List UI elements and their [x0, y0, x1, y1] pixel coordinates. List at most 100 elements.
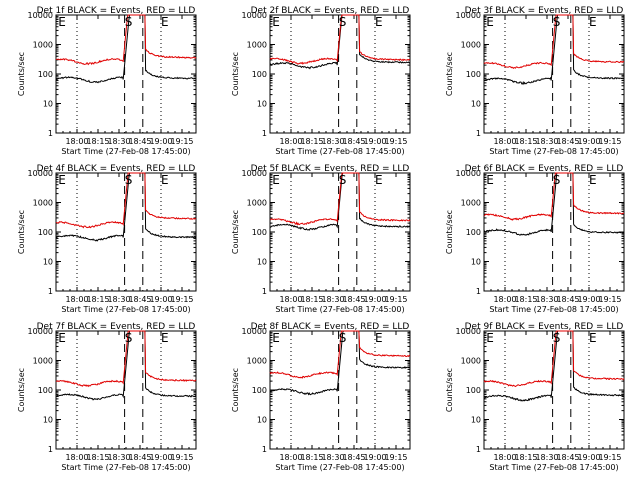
event-marker-label: E — [58, 15, 66, 29]
y-tick-label: 1 — [262, 287, 267, 296]
panel-det-5: Det 5f BLACK = Events, RED = LLD 1 10 100 10… — [231, 164, 411, 314]
x-axis-label: Start Time (27-Feb-08 17:45:00) — [275, 305, 404, 314]
y-tick-label: 1 — [262, 445, 267, 454]
x-tick-label: 18:30 — [535, 295, 558, 304]
panel-det-9: Det 9f BLACK = Events, RED = LLD 1 10 100 10… — [445, 322, 625, 472]
x-tick-label: 18:45 — [128, 453, 151, 462]
y-tick-label: 100 — [38, 386, 53, 395]
event-marker-label: S — [553, 15, 561, 29]
event-marker-label: E — [589, 331, 597, 345]
x-tick-label: 18:00 — [65, 295, 88, 304]
event-marker-label: E — [272, 15, 280, 29]
x-tick-label: 19:15 — [598, 295, 621, 304]
x-tick-label: 18:45 — [342, 295, 365, 304]
y-tick-label: 10 — [471, 258, 481, 267]
y-axis-label: Counts/sec — [17, 368, 26, 412]
x-tick-label: 18:15 — [300, 295, 323, 304]
y-tick-label: 10000 — [28, 11, 53, 20]
event-marker-label: E — [272, 331, 280, 345]
x-tick-label: 18:30 — [107, 295, 130, 304]
panel-det-7: Det 7f BLACK = Events, RED = LLD 1 10 100 10… — [17, 322, 197, 472]
y-tick-label: 10000 — [242, 169, 267, 178]
x-tick-label: 18:45 — [128, 137, 151, 146]
y-tick-label: 1 — [476, 445, 481, 454]
y-tick-label: 10 — [257, 258, 267, 267]
y-tick-label: 1 — [262, 129, 267, 138]
event-marker-label: E — [58, 173, 66, 187]
x-tick-label: 18:15 — [300, 453, 323, 462]
events-series-line — [55, 330, 197, 401]
event-marker-label: S — [125, 15, 133, 29]
y-tick-label: 1000 — [33, 357, 53, 366]
y-tick-label: 10 — [43, 100, 53, 109]
x-tick-label: 19:00 — [577, 453, 600, 462]
x-tick-label: 18:45 — [342, 137, 365, 146]
x-tick-label: 18:30 — [321, 137, 344, 146]
x-axis-label: Start Time (27-Feb-08 17:45:00) — [61, 305, 190, 314]
y-tick-label: 100 — [466, 228, 481, 237]
y-tick-label: 1 — [476, 129, 481, 138]
event-marker-label: E — [161, 15, 169, 29]
y-tick-label: 10000 — [242, 11, 267, 20]
x-axis-label: Start Time (27-Feb-08 17:45:00) — [489, 305, 618, 314]
lld-series-line — [269, 172, 411, 226]
y-tick-label: 100 — [466, 70, 481, 79]
x-axis-label: Start Time (27-Feb-08 17:45:00) — [275, 147, 404, 156]
y-axis-label: Counts/sec — [445, 52, 454, 96]
x-tick-label: 18:00 — [65, 137, 88, 146]
x-tick-label: 19:15 — [384, 453, 407, 462]
events-series-line — [483, 172, 625, 236]
y-tick-label: 1000 — [461, 199, 481, 208]
x-tick-label: 19:00 — [363, 137, 386, 146]
event-marker-label: E — [375, 15, 383, 29]
panel-title: Det 3f BLACK = Events, RED = LLD — [465, 6, 624, 16]
panel-title: Det 5f BLACK = Events, RED = LLD — [251, 164, 410, 174]
y-tick-label: 1 — [48, 445, 53, 454]
event-marker-label: E — [272, 173, 280, 187]
x-tick-label: 19:15 — [384, 137, 407, 146]
events-series-line — [270, 330, 411, 396]
events-series-line — [269, 172, 411, 231]
x-tick-label: 18:15 — [514, 295, 537, 304]
y-tick-label: 1000 — [247, 41, 267, 50]
panel-det-3: Det 3f BLACK = Events, RED = LLD 1 10 100 10… — [445, 6, 625, 156]
y-axis-label: Counts/sec — [17, 210, 26, 254]
y-tick-label: 100 — [252, 386, 267, 395]
x-tick-label: 18:15 — [514, 137, 537, 146]
x-tick-label: 18:00 — [65, 453, 88, 462]
x-tick-label: 19:00 — [363, 453, 386, 462]
y-axis-label: Counts/sec — [445, 210, 454, 254]
panel-title: Det 4f BLACK = Events, RED = LLD — [37, 164, 196, 174]
x-tick-label: 19:00 — [577, 295, 600, 304]
panel-det-1: Det 1f BLACK = Events, RED = LLD 1 10 100 10… — [17, 6, 197, 156]
x-tick-label: 19:00 — [149, 137, 172, 146]
panel-title: Det 9f BLACK = Events, RED = LLD — [465, 322, 624, 332]
y-axis-label: Counts/sec — [231, 52, 240, 96]
x-tick-label: 19:15 — [170, 453, 193, 462]
y-axis-label: Counts/sec — [17, 52, 26, 96]
panel-title: Det 1f BLACK = Events, RED = LLD — [37, 6, 196, 16]
x-tick-label: 18:00 — [493, 137, 516, 146]
events-series-line — [483, 14, 625, 86]
event-marker-label: S — [339, 173, 347, 187]
x-axis-label: Start Time (27-Feb-08 17:45:00) — [275, 463, 404, 472]
x-tick-label: 18:45 — [342, 453, 365, 462]
x-tick-label: 18:30 — [321, 453, 344, 462]
events-series-line — [483, 330, 625, 402]
x-tick-label: 18:30 — [535, 137, 558, 146]
x-tick-label: 18:30 — [107, 453, 130, 462]
x-tick-label: 19:15 — [170, 137, 193, 146]
y-tick-label: 10000 — [28, 169, 53, 178]
lld-series-line — [55, 330, 197, 388]
events-series-line — [55, 172, 197, 242]
x-axis-label: Start Time (27-Feb-08 17:45:00) — [489, 147, 618, 156]
y-tick-label: 10000 — [456, 327, 481, 336]
y-tick-label: 1 — [476, 287, 481, 296]
x-axis-label: Start Time (27-Feb-08 17:45:00) — [61, 463, 190, 472]
event-marker-label: E — [486, 173, 494, 187]
x-tick-label: 18:15 — [86, 453, 109, 462]
x-tick-label: 19:15 — [598, 137, 621, 146]
lld-series-line — [269, 14, 410, 65]
event-marker-label: E — [58, 331, 66, 345]
